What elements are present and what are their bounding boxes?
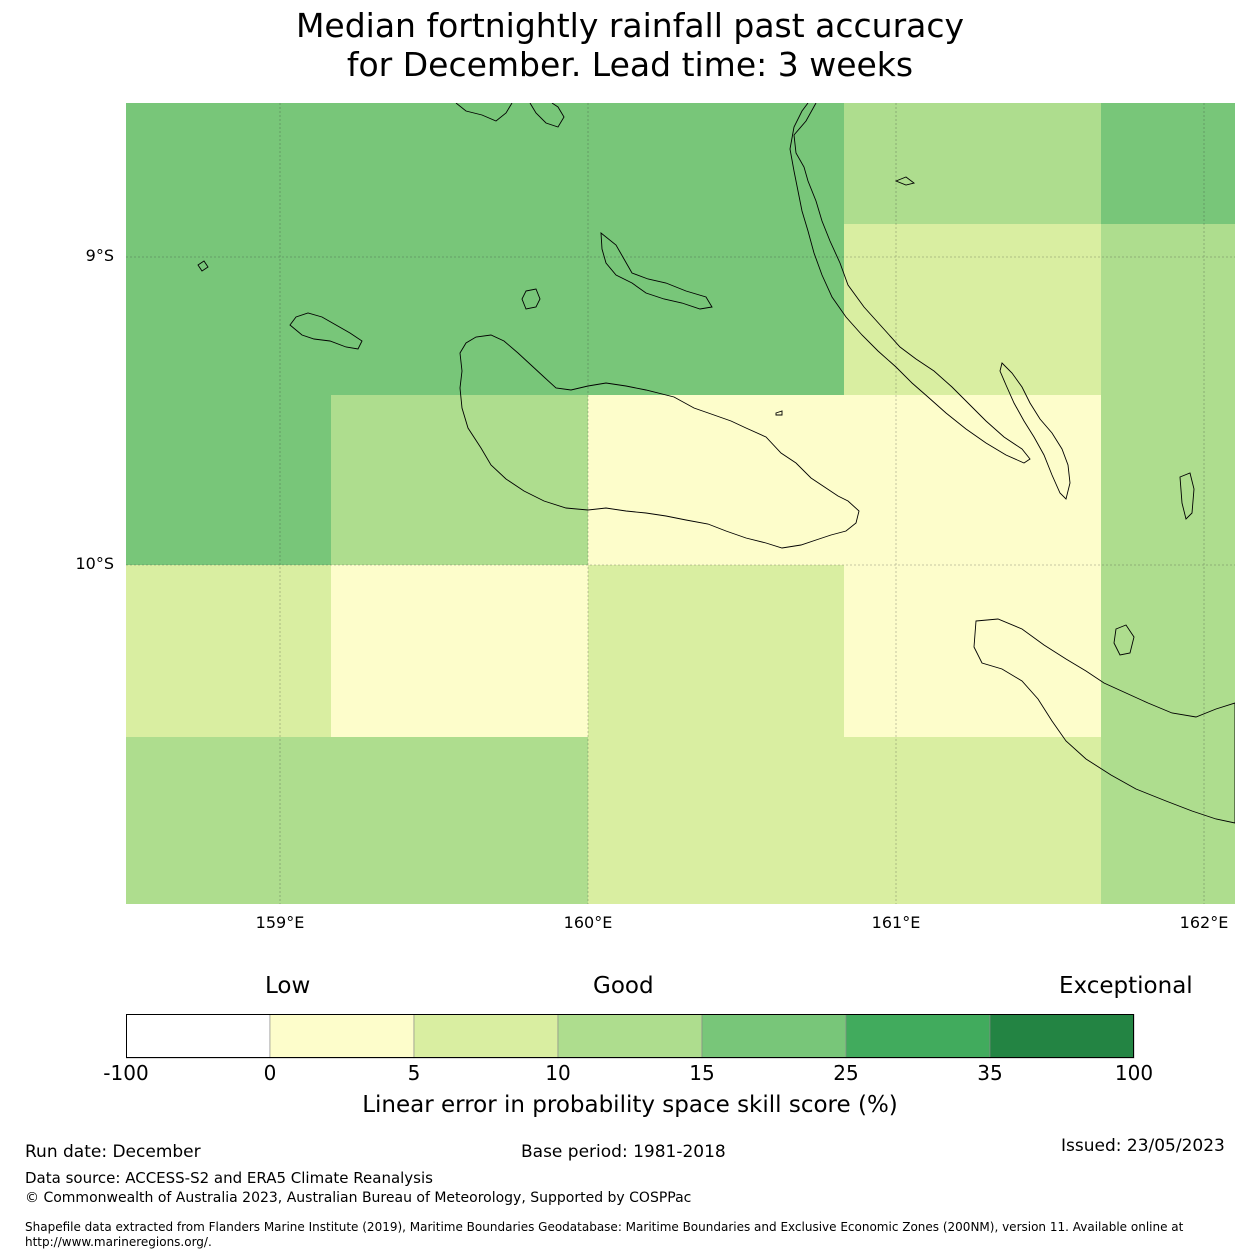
- shapefile-credit: Shapefile data extracted from Flanders M…: [25, 1220, 1184, 1249]
- colorbar-tick: 15: [689, 1061, 715, 1085]
- island-coast: [197, 260, 209, 272]
- island-coast: [894, 176, 916, 186]
- copyright: © Commonwealth of Australia 2023, Austra…: [25, 1190, 692, 1206]
- grid-cell: [588, 565, 844, 737]
- graticule: [126, 103, 1235, 904]
- grid-cell: [588, 395, 1101, 565]
- lat-label-10s: 10°S: [75, 554, 114, 573]
- colorbar: [126, 1014, 1135, 1059]
- lon-label-161e: 161°E: [871, 913, 921, 932]
- florida-islands-coast: [600, 232, 713, 310]
- colorbar-tick: 10: [545, 1061, 571, 1085]
- colorbar-tick: 35: [977, 1061, 1003, 1085]
- island-coast: [775, 410, 783, 416]
- colorbar-swatch: [701, 1014, 847, 1059]
- grid-cell: [1101, 224, 1235, 904]
- base-period: Base period: 1981-2018: [521, 1142, 726, 1162]
- grid-cell: [331, 395, 588, 565]
- santa-isabel-coast: [789, 103, 1031, 464]
- colorbar-swatch: [269, 1014, 415, 1059]
- makira-coast: [973, 618, 1235, 824]
- grid-cell: [844, 224, 1101, 395]
- grid-cell: [588, 737, 1101, 904]
- colorbar-swatch: [845, 1014, 991, 1059]
- colorbar-label: Linear error in probability space skill …: [362, 1092, 898, 1118]
- map-title-line2: for December. Lead time: 3 weeks: [346, 45, 914, 84]
- grid-cell: [844, 565, 1101, 737]
- grid-cell: [1101, 103, 1235, 224]
- lon-label-159e: 159°E: [255, 913, 305, 932]
- guadalcanal-coast: [459, 334, 860, 549]
- data-source: Data source: ACCESS-S2 and ERA5 Climate …: [25, 1169, 433, 1187]
- colorbar-swatch: [413, 1014, 559, 1059]
- legend-category-exceptional: Exceptional: [1059, 973, 1193, 999]
- colorbar-swatch: [126, 1014, 271, 1059]
- map-title-line1: Median fortnightly rainfall past accurac…: [295, 6, 965, 45]
- coastlines: [197, 103, 1235, 824]
- grid-cell: [126, 103, 844, 395]
- grid-cell: [126, 565, 331, 737]
- legend-category-good: Good: [593, 973, 654, 999]
- skill-map: [126, 103, 1235, 904]
- island-coast: [289, 312, 363, 350]
- colorbar-tick: -100: [103, 1061, 149, 1085]
- malaita-coast: [999, 362, 1071, 500]
- legend-category-low: Low: [265, 973, 311, 999]
- grid-cell: [331, 565, 588, 737]
- grid-cell: [126, 737, 588, 904]
- island-coast: [1179, 472, 1195, 520]
- colorbar-swatch: [989, 1014, 1135, 1059]
- colorbar-tick: 0: [263, 1061, 277, 1085]
- colorbar-swatch: [557, 1014, 703, 1059]
- island-coast: [455, 103, 513, 122]
- run-date: Run date: December: [25, 1142, 201, 1162]
- grid-cell: [126, 395, 331, 565]
- grid-cell: [844, 103, 1101, 224]
- colorbar-tick: 25: [833, 1061, 859, 1085]
- colorbar-tick: 100: [1114, 1061, 1154, 1085]
- skill-grid: [126, 103, 1235, 904]
- lat-label-9s: 9°S: [85, 246, 114, 265]
- colorbar-tick: 5: [407, 1061, 421, 1085]
- island-coast: [1113, 624, 1135, 656]
- island-coast: [521, 288, 541, 310]
- lon-label-162e: 162°E: [1179, 913, 1229, 932]
- issued-date: Issued: 23/05/2023: [1061, 1136, 1225, 1156]
- lon-label-160e: 160°E: [563, 913, 613, 932]
- island-coast: [529, 103, 565, 128]
